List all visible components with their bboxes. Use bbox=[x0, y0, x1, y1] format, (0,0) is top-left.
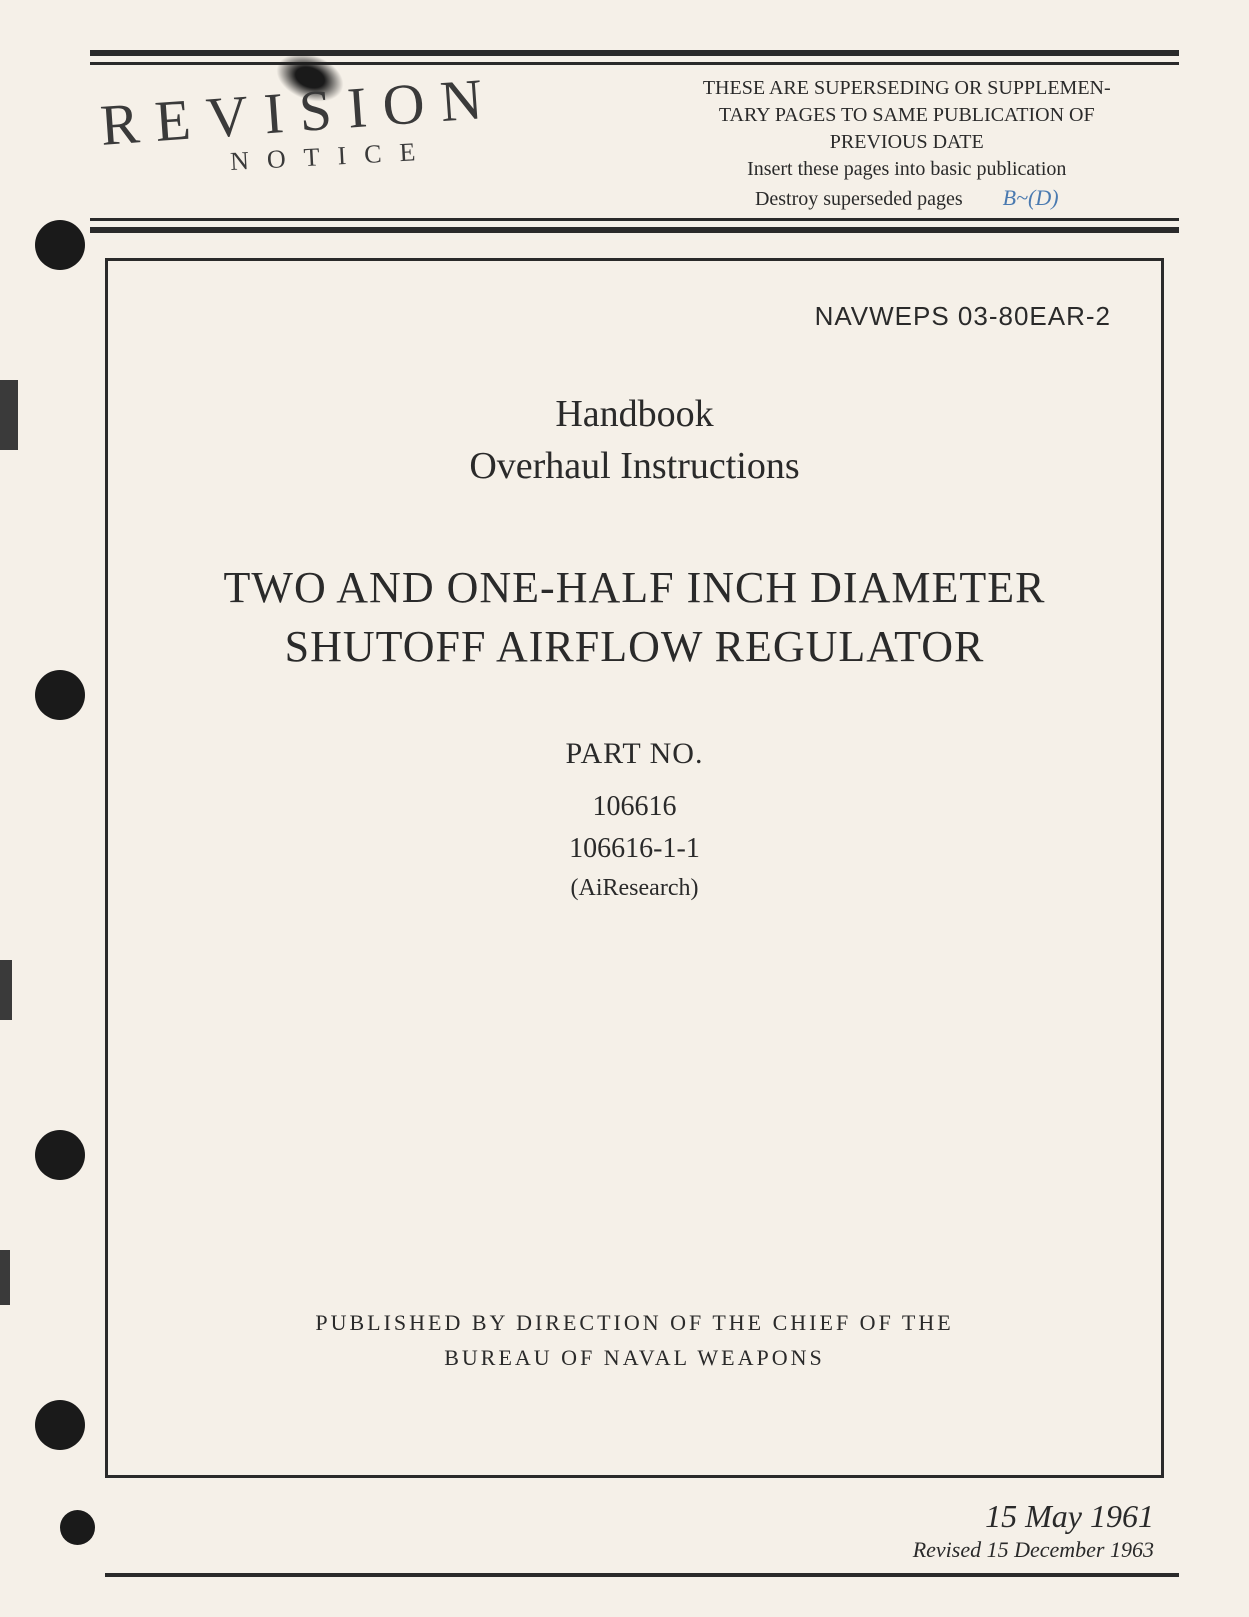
handwritten-annotation: B~(D) bbox=[1003, 185, 1059, 210]
original-date: 15 May 1961 bbox=[90, 1498, 1154, 1535]
main-content-box: NAVWEPS 03-80EAR-2 Handbook Overhaul Ins… bbox=[105, 258, 1164, 1478]
document-id: NAVWEPS 03-80EAR-2 bbox=[158, 301, 1111, 332]
superseding-notice: THESE ARE SUPERSEDING OR SUPPLEMEN- TARY… bbox=[635, 70, 1180, 213]
top-double-rule bbox=[90, 50, 1179, 65]
bottom-rule bbox=[105, 1573, 1179, 1577]
superseding-line: PREVIOUS DATE bbox=[635, 129, 1180, 156]
superseding-line: TARY PAGES TO SAME PUBLICATION OF bbox=[635, 102, 1180, 129]
edge-mark-icon bbox=[0, 960, 12, 1020]
part-number-value: 106616-1-1 bbox=[158, 833, 1111, 865]
punch-hole-icon bbox=[35, 220, 85, 270]
document-page: REVISION NOTICE THESE ARE SUPERSEDING OR… bbox=[0, 0, 1249, 1617]
mid-double-rule bbox=[90, 218, 1179, 233]
superseding-instruction: Insert these pages into basic publicatio… bbox=[635, 156, 1180, 183]
revised-date: Revised 15 December 1963 bbox=[90, 1537, 1154, 1563]
document-type-line: Overhaul Instructions bbox=[158, 444, 1111, 488]
superseding-line: THESE ARE SUPERSEDING OR SUPPLEMEN- bbox=[635, 75, 1180, 102]
header-row: REVISION NOTICE THESE ARE SUPERSEDING OR… bbox=[90, 70, 1179, 213]
punch-hole-icon bbox=[35, 670, 85, 720]
superseding-instruction: Destroy superseded pages bbox=[755, 188, 963, 210]
edge-mark-icon bbox=[0, 1250, 10, 1305]
publisher-line: BUREAU OF NAVAL WEAPONS bbox=[108, 1340, 1161, 1375]
revision-stamp-block: REVISION NOTICE bbox=[90, 70, 613, 167]
publisher-statement: PUBLISHED BY DIRECTION OF THE CHIEF OF T… bbox=[108, 1305, 1161, 1375]
publisher-line: PUBLISHED BY DIRECTION OF THE CHIEF OF T… bbox=[108, 1305, 1161, 1340]
title-line: SHUTOFF AIRFLOW REGULATOR bbox=[158, 617, 1111, 676]
part-number-value: 106616 bbox=[158, 791, 1111, 823]
punch-hole-icon bbox=[35, 1130, 85, 1180]
date-block: 15 May 1961 Revised 15 December 1963 bbox=[90, 1498, 1154, 1563]
part-number-label: PART NO. bbox=[158, 737, 1111, 771]
edge-mark-icon bbox=[0, 380, 18, 450]
manufacturer-name: (AiResearch) bbox=[158, 875, 1111, 902]
punch-hole-icon bbox=[60, 1510, 95, 1545]
document-type-line: Handbook bbox=[158, 392, 1111, 436]
punch-hole-icon bbox=[35, 1400, 85, 1450]
document-main-title: TWO AND ONE-HALF INCH DIAMETER SHUTOFF A… bbox=[158, 558, 1111, 677]
title-line: TWO AND ONE-HALF INCH DIAMETER bbox=[158, 558, 1111, 617]
superseding-instruction-row: Destroy superseded pages B~(D) bbox=[635, 183, 1180, 213]
